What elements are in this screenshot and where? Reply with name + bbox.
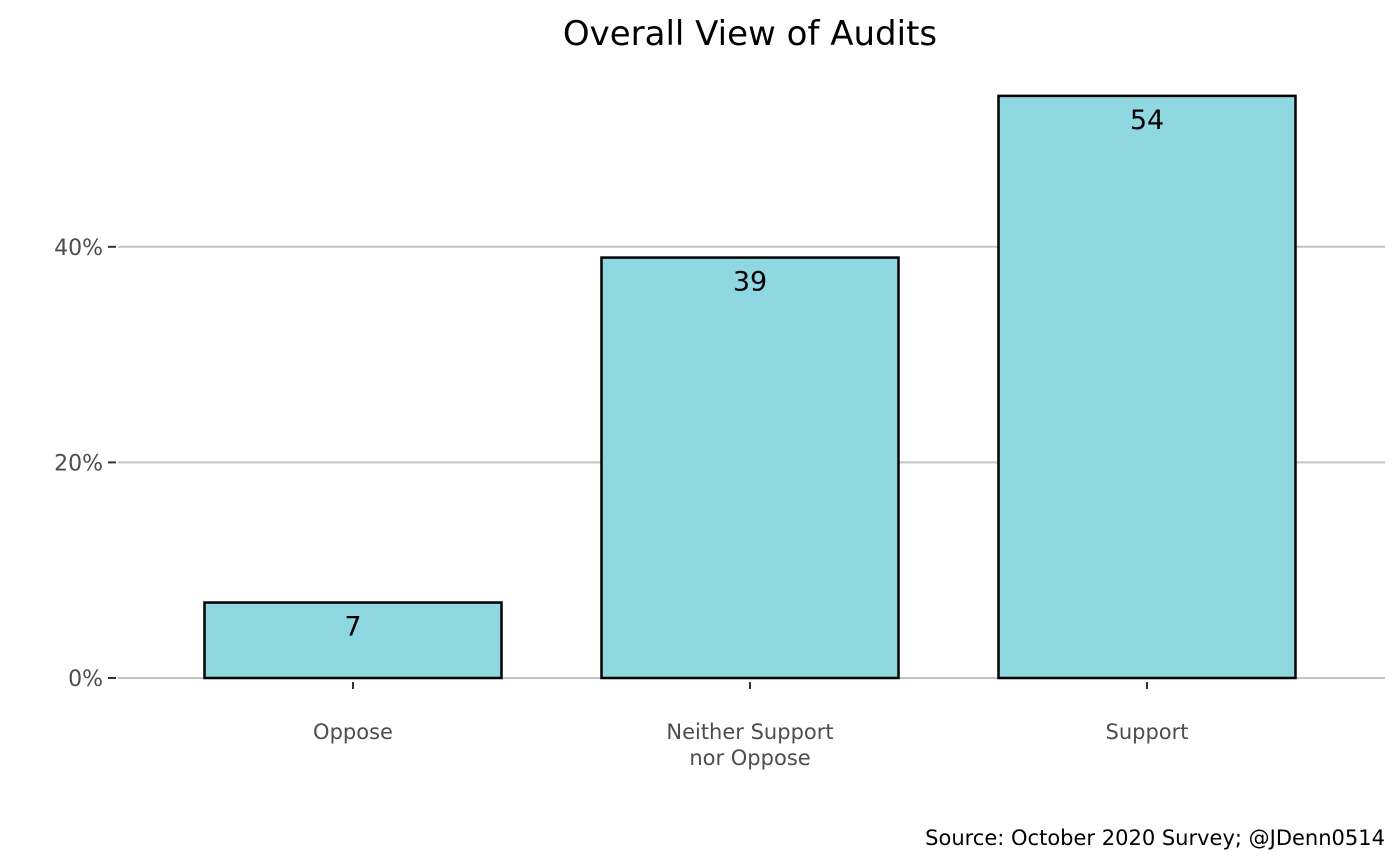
bars: 7 39 54 — [203, 94, 1297, 680]
chart-caption: Source: October 2020 Survey; @JDenn0514 — [925, 826, 1385, 850]
x-tick-label: Neither Support — [666, 720, 833, 744]
y-axis: 0% 20% 40% — [54, 236, 116, 692]
y-tick-label: 40% — [54, 236, 103, 261]
chart-title: Overall View of Audits — [563, 14, 937, 54]
bar — [203, 601, 503, 680]
data-label: 54 — [1130, 105, 1164, 136]
bar — [600, 256, 900, 680]
x-tick-label: Oppose — [313, 720, 393, 744]
bar — [997, 94, 1297, 680]
data-label: 7 — [344, 612, 361, 643]
y-tick-label: 20% — [54, 451, 103, 476]
x-tick-label: Support — [1105, 720, 1188, 744]
data-label: 39 — [733, 267, 767, 298]
y-tick-label: 0% — [68, 667, 103, 692]
x-tick-label: nor Oppose — [689, 746, 810, 770]
